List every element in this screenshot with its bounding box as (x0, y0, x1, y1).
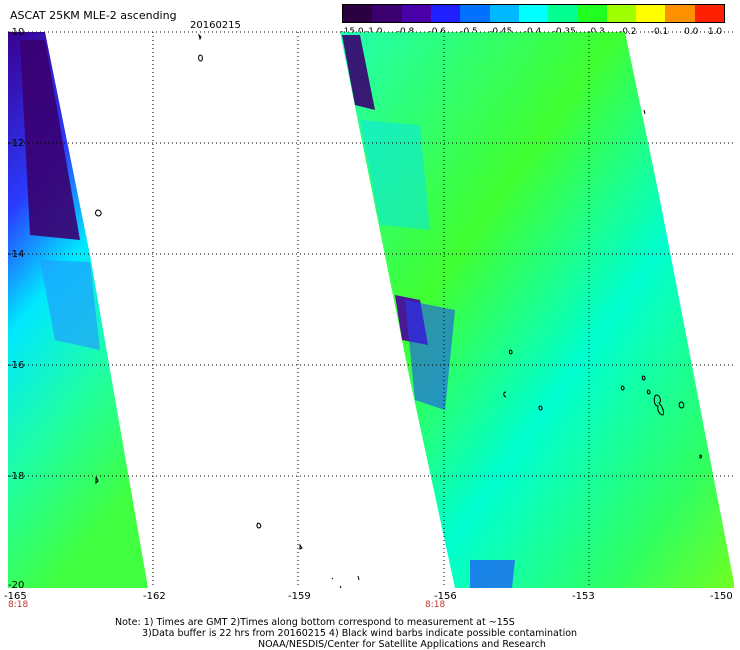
x-tick-label: -153 (572, 591, 595, 602)
colorbar-label: 1.0 (707, 27, 723, 37)
x-tick-label: -150 (710, 591, 733, 602)
note-line-3: NOAA/NESDIS/Center for Satellite Applica… (258, 639, 546, 650)
colorbar-swatch (489, 5, 519, 22)
swath-west-blue-patch (40, 260, 100, 350)
map-date: 20160215 (190, 20, 241, 31)
colorbar-swatch (665, 5, 695, 22)
swath-west-dark-band (20, 40, 80, 240)
map-title: ASCAT 25KM MLE-2 ascending (10, 9, 177, 22)
colorbar-swatch (430, 5, 461, 22)
colorbar-swatch (548, 5, 578, 22)
y-tick-label: -20 (8, 580, 25, 591)
colorbar-swatch (401, 5, 431, 22)
x-tick-label: -156 (434, 591, 457, 602)
colorbar-label: -0.2 (618, 27, 637, 37)
colorbar-swatch (606, 5, 637, 22)
swath-east-dark-band (342, 35, 375, 110)
colorbar-swatch (577, 5, 607, 22)
colorbar-swatch (636, 5, 666, 22)
swath-time-label: 8:18 (425, 600, 446, 610)
swath-east-blue-patch (405, 300, 455, 410)
colorbar-swatch (460, 5, 490, 22)
y-tick-label: -14 (8, 249, 25, 260)
y-tick-label: -12 (8, 138, 25, 149)
swath-time-label: 8:18 (8, 600, 29, 610)
map-grid (8, 31, 734, 588)
y-tick-label: -16 (8, 360, 25, 371)
y-tick-label: -10 (8, 27, 25, 38)
x-tick-label: -162 (143, 591, 166, 602)
colorbar-label: -0.1 (650, 27, 669, 37)
colorbar-swatch (343, 5, 373, 22)
colorbar-label: 0.0 (684, 27, 699, 37)
islands (95, 33, 702, 589)
x-tick-label: -159 (288, 591, 311, 602)
note-line-1: Note: 1) Times are GMT 2)Times along bot… (115, 617, 515, 628)
x-tick-label: -165 (4, 591, 27, 602)
swath-east-bottom-blue (470, 560, 515, 588)
colorbar-swatch (694, 5, 725, 22)
swath-east (340, 32, 734, 588)
note-line-2: 3)Data buffer is 22 hrs from 20160215 4)… (142, 628, 578, 639)
swath-east-cyan-patch (360, 120, 430, 230)
colorbar-swatch (518, 5, 549, 22)
colorbar-swatch (372, 5, 402, 22)
y-tick-label: -18 (8, 471, 25, 482)
colorbar (342, 4, 725, 23)
